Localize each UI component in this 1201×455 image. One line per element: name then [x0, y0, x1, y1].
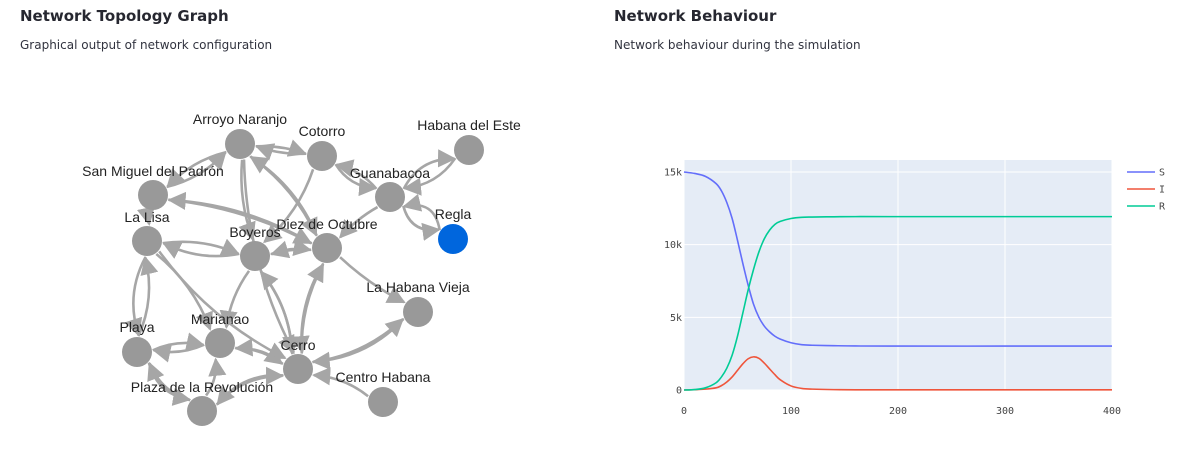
node-plaza[interactable]: [187, 396, 217, 426]
edge-guanabacoa-regla: [402, 205, 441, 241]
y-tick-label-5k: 5k: [670, 313, 682, 324]
x-tick-label-0: 0: [681, 406, 687, 417]
node-label-sanmiguel: San Miguel del Padrón: [82, 163, 224, 179]
node-boyeros[interactable]: [240, 241, 270, 271]
node-diez[interactable]: [312, 233, 342, 263]
y-tick-label-0: 0: [676, 386, 682, 397]
node-cotorro[interactable]: [307, 141, 337, 171]
network-topology-panel: Network Topology Graph Graphical output …: [0, 0, 594, 455]
legend-item-S[interactable]: S: [1127, 168, 1165, 179]
node-label-vieja: La Habana Vieja: [366, 279, 469, 295]
node-vieja[interactable]: [403, 297, 433, 327]
edge-cerro-diez: [300, 262, 325, 354]
behaviour-subtitle: Network behaviour during the simulation: [614, 38, 861, 52]
node-cerro[interactable]: [283, 354, 313, 384]
node-label-plaza: Plaza de la Revolución: [131, 379, 273, 395]
edge-playa-marianao: [152, 332, 205, 352]
node-label-este: Habana del Este: [417, 117, 521, 133]
edge-plaza-cerro: [215, 366, 285, 406]
series-line-I[interactable]: [683, 356, 1112, 391]
edge-lalisa-boyeros: [162, 238, 240, 256]
topology-subtitle: Graphical output of network configuratio…: [20, 38, 273, 52]
edge-boyeros-lalisa: [162, 242, 240, 259]
graph-labels: Arroyo Naranjo Cotorro Habana del Este San …: [82, 111, 521, 395]
chart-gridlines: [683, 160, 1113, 391]
edge-playa-lalisa: [137, 256, 159, 337]
chart-axes: 0 100 200 300 400 0 5k 10k 15k: [664, 168, 1121, 418]
edge-centro-cerro: [312, 367, 369, 398]
node-lalisa[interactable]: [132, 226, 162, 256]
edge-diez-vieja: [339, 256, 406, 304]
edge-guanabacoa-cotorro: [334, 159, 378, 190]
graph-edges: [124, 139, 457, 406]
edge-sanmiguel-arroyo: [166, 151, 227, 189]
legend-item-R[interactable]: R: [1127, 202, 1166, 213]
edge-cerro-vieja: [312, 318, 404, 364]
legend-label-R: R: [1159, 202, 1166, 213]
edge-este-guanabacoa: [402, 157, 457, 196]
node-este[interactable]: [454, 135, 484, 165]
network-graph[interactable]: Arroyo Naranjo Cotorro Habana del Este San …: [0, 0, 594, 455]
node-centro[interactable]: [368, 387, 398, 417]
edge-regla-guanabacoa: [402, 193, 441, 231]
edge-plaza-marianao: [205, 357, 227, 397]
node-label-diez: Diez de Octubre: [276, 216, 377, 232]
y-tick-label-15k: 15k: [664, 168, 682, 179]
x-tick-label-400: 400: [1103, 406, 1121, 417]
node-label-cerro: Cerro: [280, 337, 315, 353]
node-label-marianao: Marianao: [191, 311, 250, 327]
node-label-guanabacoa: Guanabacoa: [350, 165, 430, 181]
node-regla[interactable]: [438, 224, 468, 254]
edge-vieja-cerro: [311, 317, 405, 370]
legend-item-I[interactable]: I: [1127, 185, 1165, 196]
behaviour-title: Network Behaviour: [614, 7, 777, 25]
edge-boyeros-marianao: [219, 270, 251, 330]
series-line-S[interactable]: [683, 171, 1112, 347]
edge-diez-arroyo: [249, 155, 318, 237]
edge-diez-boyeros: [270, 240, 312, 259]
edge-sanmiguel-lalisa: [136, 206, 155, 226]
edge-arroyo-boyeros: [238, 159, 256, 241]
edge-plaza-playa: [147, 361, 191, 402]
edge-cerro-marianao: [234, 338, 284, 365]
node-label-regla: Regla: [435, 206, 472, 222]
node-label-centro: Centro Habana: [336, 369, 431, 385]
edge-cotorro-arroyo: [255, 143, 307, 161]
y-tick-label-10k: 10k: [664, 240, 682, 251]
node-marianao[interactable]: [205, 328, 235, 358]
node-arroyo[interactable]: [225, 129, 255, 159]
series-line-R[interactable]: [683, 215, 1112, 391]
node-label-cotorro: Cotorro: [299, 123, 346, 139]
chart-legend[interactable]: SIR: [1127, 168, 1166, 213]
node-label-lalisa: La Lisa: [124, 209, 169, 225]
node-label-boyeros: Boyeros: [229, 224, 280, 240]
x-tick-label-100: 100: [782, 406, 800, 417]
edge-diez-sanmiguel: [167, 191, 313, 245]
network-behaviour-panel: Network Behaviour Network behaviour duri…: [594, 0, 1201, 455]
legend-label-S: S: [1159, 168, 1165, 179]
node-playa[interactable]: [122, 337, 152, 367]
node-label-playa: Playa: [119, 319, 154, 335]
behaviour-chart[interactable]: 0 100 200 300 400 0 5k 10k 15k SIR: [594, 0, 1201, 455]
node-sanmiguel[interactable]: [138, 180, 168, 210]
node-guanabacoa[interactable]: [375, 182, 405, 212]
x-tick-label-300: 300: [996, 406, 1014, 417]
legend-label-I: I: [1159, 185, 1165, 196]
graph-nodes: [122, 129, 484, 426]
edge-cotorro-boyeros: [263, 168, 315, 244]
topology-title: Network Topology Graph: [20, 7, 229, 25]
edge-guanabacoa-diez: [339, 205, 379, 239]
chart-series: [683, 171, 1112, 391]
node-label-arroyo: Arroyo Naranjo: [193, 111, 287, 127]
x-tick-label-200: 200: [889, 406, 907, 417]
